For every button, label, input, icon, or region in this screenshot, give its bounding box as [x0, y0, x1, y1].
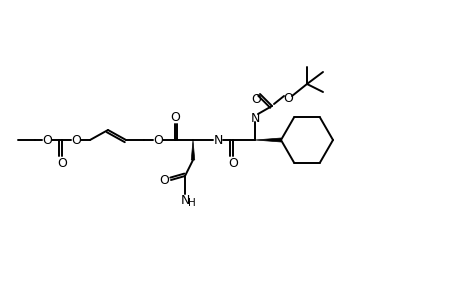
Text: O: O [228, 157, 237, 169]
Text: O: O [282, 92, 292, 104]
Text: N: N [250, 112, 259, 124]
Text: O: O [57, 157, 67, 169]
Text: O: O [42, 134, 52, 146]
Text: O: O [159, 173, 168, 187]
Text: N: N [180, 194, 189, 208]
Text: N: N [213, 134, 222, 146]
Text: H: H [188, 198, 196, 208]
Polygon shape [191, 140, 194, 160]
Text: O: O [170, 110, 179, 124]
Text: O: O [153, 134, 162, 146]
Polygon shape [254, 138, 280, 142]
Text: O: O [71, 134, 81, 146]
Text: O: O [251, 92, 260, 106]
